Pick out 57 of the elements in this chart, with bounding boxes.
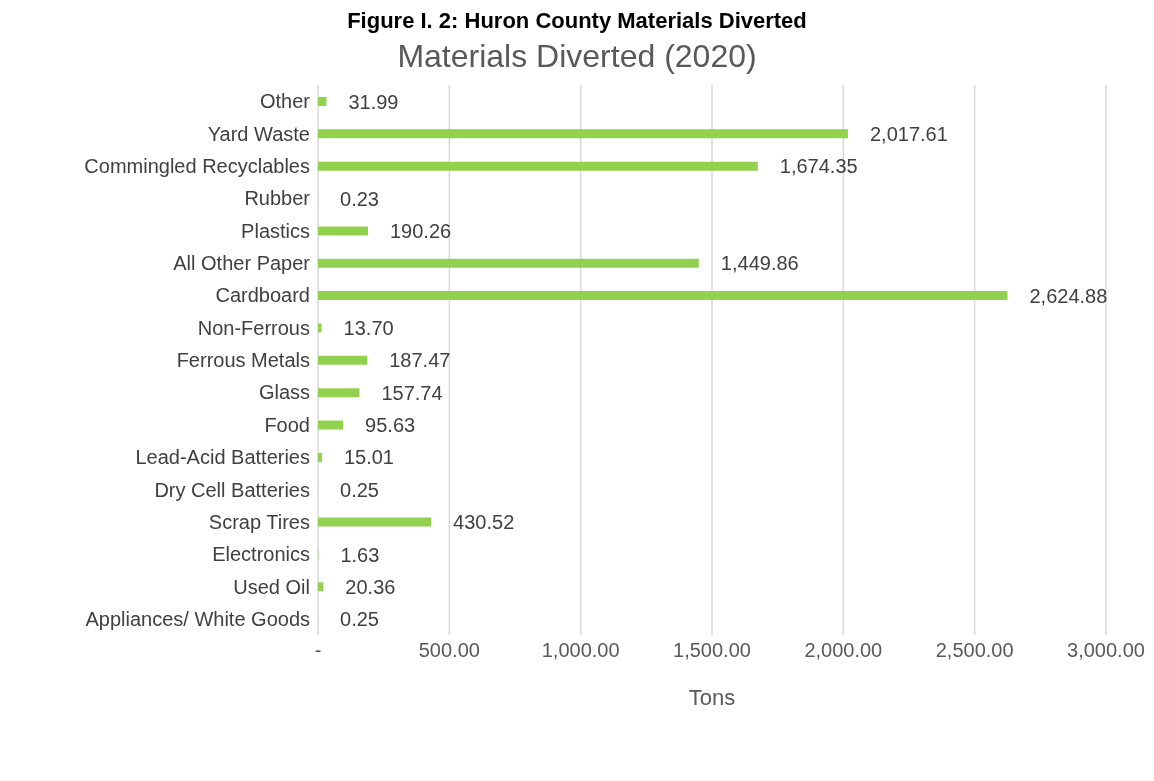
bar <box>318 582 324 592</box>
data-label: 13.70 <box>343 317 394 340</box>
y-tick-label: Scrap Tires <box>208 510 310 533</box>
bar <box>318 97 327 106</box>
y-tick-label: Dry Cell Batteries <box>154 478 310 501</box>
data-label: 1,449.86 <box>720 252 799 275</box>
bar <box>318 452 322 462</box>
y-tick-label: Plastics <box>241 219 310 242</box>
y-tick-label: Appliances/ White Goods <box>85 607 310 630</box>
bar <box>318 258 699 268</box>
data-label: 187.47 <box>389 349 451 372</box>
x-axis-title: Tons <box>688 685 736 710</box>
y-tick-label: Non-Ferrous <box>197 316 310 339</box>
data-label: 1.63 <box>340 543 380 566</box>
bar <box>318 388 360 398</box>
data-label: 0.23 <box>340 187 379 210</box>
bar <box>318 129 848 139</box>
bar <box>318 323 322 333</box>
bar <box>318 355 368 365</box>
data-label: 31.99 <box>348 90 399 113</box>
x-tick-label: 2,000.00 <box>804 639 883 662</box>
bar <box>318 226 368 236</box>
data-label: 95.63 <box>365 414 416 437</box>
y-tick-label: Used Oil <box>233 575 310 598</box>
x-tick-label: 1,500.00 <box>673 639 751 662</box>
bar <box>318 161 758 171</box>
y-tick-label: Electronics <box>212 543 310 566</box>
y-tick-label: Yard Waste <box>207 122 310 145</box>
y-tick-label: Rubber <box>244 187 311 210</box>
data-label: 157.74 <box>381 381 443 404</box>
y-tick-label: All Other Paper <box>173 252 311 275</box>
y-tick-label: Commingled Recyclables <box>84 154 310 177</box>
y-tick-label: Glass <box>258 381 310 404</box>
data-label: 2,624.88 <box>1029 284 1108 307</box>
x-tick-label: - <box>314 639 322 662</box>
data-label: 20.36 <box>345 575 396 598</box>
x-tick-label: 3,000.00 <box>1067 639 1145 662</box>
data-label: 430.52 <box>453 511 515 534</box>
data-label: 190.26 <box>389 220 452 243</box>
y-tick-label: Ferrous Metals <box>176 349 310 372</box>
data-label: 2,017.61 <box>869 122 948 145</box>
y-tick-label: Cardboard <box>215 284 310 307</box>
data-label: 15.01 <box>343 446 395 469</box>
x-tick-label: 1,000.00 <box>541 639 620 662</box>
data-label: 1,674.35 <box>779 155 858 178</box>
bar <box>318 291 1008 301</box>
y-tick-label: Food <box>264 413 310 436</box>
data-label: 0.25 <box>340 608 379 631</box>
bar <box>318 420 344 430</box>
y-tick-label: Other <box>259 90 311 113</box>
data-label: 0.25 <box>340 478 379 501</box>
x-tick-label: 500.00 <box>418 639 480 662</box>
y-tick-label: Lead-Acid Batteries <box>135 446 310 469</box>
chart-title: Figure I. 2: Huron County Materials Diverted <box>346 8 808 34</box>
x-tick-label: 2,500.00 <box>935 639 1014 662</box>
chart-subtitle: Materials Diverted (2020) <box>396 38 758 75</box>
bar <box>318 517 432 527</box>
